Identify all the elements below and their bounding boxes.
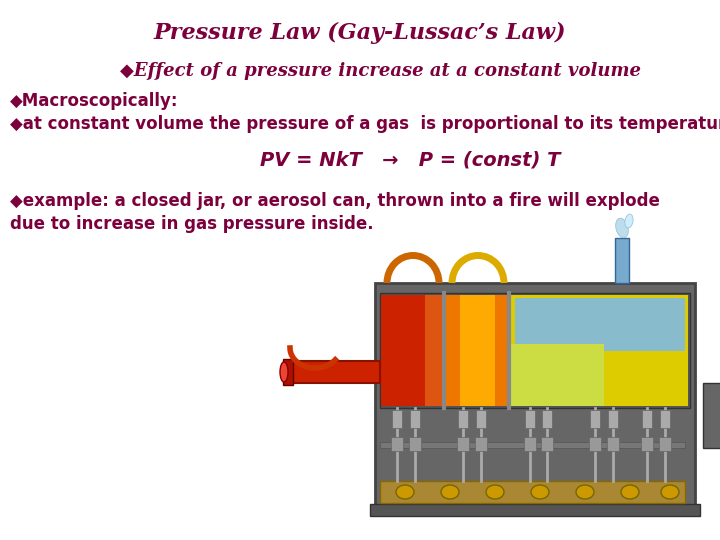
Bar <box>380 293 690 408</box>
Bar <box>525 410 535 428</box>
Bar <box>460 295 495 406</box>
Bar <box>608 410 618 428</box>
Text: ◆Macroscopically:: ◆Macroscopically: <box>10 92 179 110</box>
Bar <box>425 295 445 406</box>
Bar <box>590 410 600 428</box>
Bar <box>660 410 670 428</box>
Bar <box>642 410 652 428</box>
Bar <box>283 359 293 385</box>
Text: ◆Effect of a pressure increase at a constant volume: ◆Effect of a pressure increase at a cons… <box>120 62 641 80</box>
Bar <box>641 437 653 451</box>
Bar <box>475 437 487 451</box>
Bar <box>391 437 403 451</box>
Bar <box>510 344 604 406</box>
Bar <box>380 442 685 448</box>
Ellipse shape <box>576 485 594 499</box>
Bar <box>409 437 421 451</box>
Ellipse shape <box>441 485 459 499</box>
Bar <box>375 283 695 508</box>
Bar <box>458 410 468 428</box>
Bar <box>515 298 685 351</box>
Text: Pressure Law (Gay-Lussac’s Law): Pressure Law (Gay-Lussac’s Law) <box>154 22 566 44</box>
Bar <box>285 361 380 383</box>
Ellipse shape <box>280 362 288 382</box>
Text: PV = NkT   →   P = (const) T: PV = NkT → P = (const) T <box>260 150 560 169</box>
Text: due to increase in gas pressure inside.: due to increase in gas pressure inside. <box>10 215 374 233</box>
Bar <box>615 238 629 283</box>
Bar <box>392 410 402 428</box>
Ellipse shape <box>621 485 639 499</box>
Bar <box>510 295 688 406</box>
Bar <box>380 481 685 503</box>
Ellipse shape <box>531 485 549 499</box>
Bar <box>370 504 700 516</box>
Ellipse shape <box>625 214 633 228</box>
Bar <box>476 410 486 428</box>
Ellipse shape <box>616 218 629 238</box>
Bar <box>524 437 536 451</box>
Bar <box>703 383 720 448</box>
Ellipse shape <box>396 485 414 499</box>
Bar <box>410 410 420 428</box>
Ellipse shape <box>486 485 504 499</box>
Ellipse shape <box>661 485 679 499</box>
Bar <box>607 437 619 451</box>
Bar <box>381 295 443 406</box>
Bar <box>457 437 469 451</box>
Bar <box>659 437 671 451</box>
Text: ◆example: a closed jar, or aerosol can, thrown into a fire will explode: ◆example: a closed jar, or aerosol can, … <box>10 192 660 210</box>
Bar <box>445 295 510 406</box>
Bar <box>589 437 601 451</box>
Bar <box>541 437 553 451</box>
Bar <box>542 410 552 428</box>
Text: ◆at constant volume the pressure of a gas  is proportional to its temperature:: ◆at constant volume the pressure of a ga… <box>10 115 720 133</box>
